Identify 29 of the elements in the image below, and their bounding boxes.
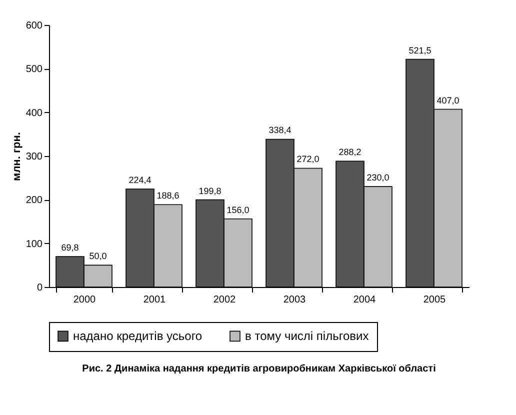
- x-tick-label: 2003: [283, 294, 306, 306]
- y-tick-label: 300: [26, 152, 43, 162]
- legend-label: в тому числі пільгових: [245, 329, 369, 344]
- y-tick-label: 100: [26, 238, 43, 250]
- x-tick-label: 2002: [213, 294, 236, 306]
- x-tick-label: 2000: [73, 294, 96, 306]
- data-label: 288,2: [338, 147, 362, 158]
- y-tick-label: 200: [26, 195, 43, 206]
- data-label: 521,5: [408, 45, 432, 56]
- data-label: 338,4: [268, 125, 292, 136]
- data-label: 156,0: [226, 204, 250, 215]
- data-label: 69,8: [61, 242, 79, 253]
- legend-label: надано кредитів усього: [73, 329, 202, 344]
- data-label: 199,8: [198, 186, 222, 196]
- data-label: 407,0: [436, 95, 460, 106]
- data-label: 224,4: [128, 175, 152, 186]
- y-tick-label: 0: [36, 282, 43, 294]
- y-axis-title: млн. грн.: [10, 132, 23, 181]
- data-label: 272,0: [296, 154, 320, 164]
- x-tick-label: 2004: [353, 294, 376, 306]
- text: Рис. 2 Динаміка надання кредитів агровиробникам Харківської області: [82, 364, 436, 374]
- data-label: 230,0: [366, 172, 390, 183]
- data-label: 50,0: [89, 251, 107, 262]
- y-tick-label: 500: [26, 64, 43, 76]
- data-label: 188,6: [156, 190, 180, 201]
- x-tick-label: 2001: [143, 294, 166, 306]
- y-tick-label: 600: [26, 20, 43, 32]
- y-tick-label: 400: [26, 108, 43, 119]
- x-tick-label: 2005: [423, 294, 446, 306]
